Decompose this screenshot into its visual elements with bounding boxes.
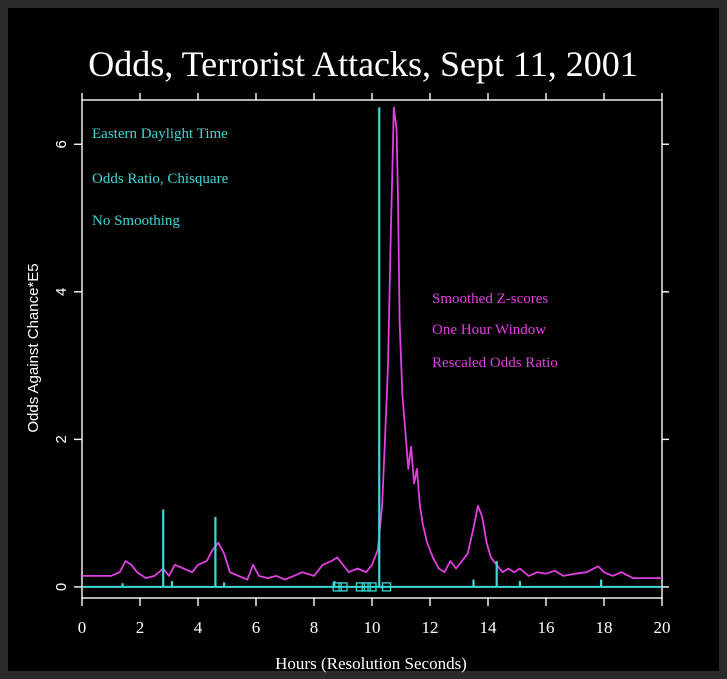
x-axis-ticks: 0 2 4 6 8 10 12 14 16 18 20 [78, 93, 671, 637]
x-tick-label: 4 [194, 618, 203, 637]
event-marker [381, 582, 392, 592]
chart-title: Odds, Terrorist Attacks, Sept 11, 2001 [88, 44, 637, 84]
x-tick-label: 14 [480, 618, 498, 637]
x-tick-label: 20 [654, 618, 671, 637]
x-tick-label: 16 [538, 618, 555, 637]
event-marker [332, 582, 342, 592]
annotation-left-2: Odds Ratio, Chisquare [92, 171, 229, 187]
event-marker [355, 582, 366, 592]
y-tick-label: 4 [53, 288, 70, 296]
y-tick-label: 6 [53, 140, 70, 148]
x-axis-label: Hours (Resolution Seconds) [275, 654, 467, 673]
smoothed-line [82, 106, 662, 581]
event-marker [338, 582, 348, 592]
annotation-right-1: Smoothed Z-scores [432, 291, 548, 307]
y-tick-label: 2 [53, 435, 70, 443]
x-tick-label: 2 [136, 618, 145, 637]
annotation-right-3: Rescaled Odds Ratio [432, 355, 558, 371]
y-tick-label: 0 [53, 583, 70, 591]
y-axis-label: Odds Against Chance*E5 [25, 263, 42, 432]
annotation-left-3: No Smoothing [92, 213, 180, 229]
annotation-left-1: Eastern Daylight Time [92, 126, 228, 142]
annotation-right-2: One Hour Window [432, 322, 546, 338]
odds-ratio-series [82, 107, 662, 588]
x-tick-label: 8 [310, 618, 319, 637]
x-tick-label: 10 [364, 618, 381, 637]
x-tick-label: 12 [422, 618, 439, 637]
y-axis-ticks: 0 2 4 6 [53, 140, 669, 591]
x-tick-label: 6 [252, 618, 261, 637]
smoothed-series [82, 106, 662, 581]
event-marker [361, 582, 371, 592]
event-marker [367, 582, 377, 592]
x-tick-label: 18 [596, 618, 613, 637]
event-markers [332, 582, 392, 592]
x-tick-label: 0 [78, 618, 87, 637]
